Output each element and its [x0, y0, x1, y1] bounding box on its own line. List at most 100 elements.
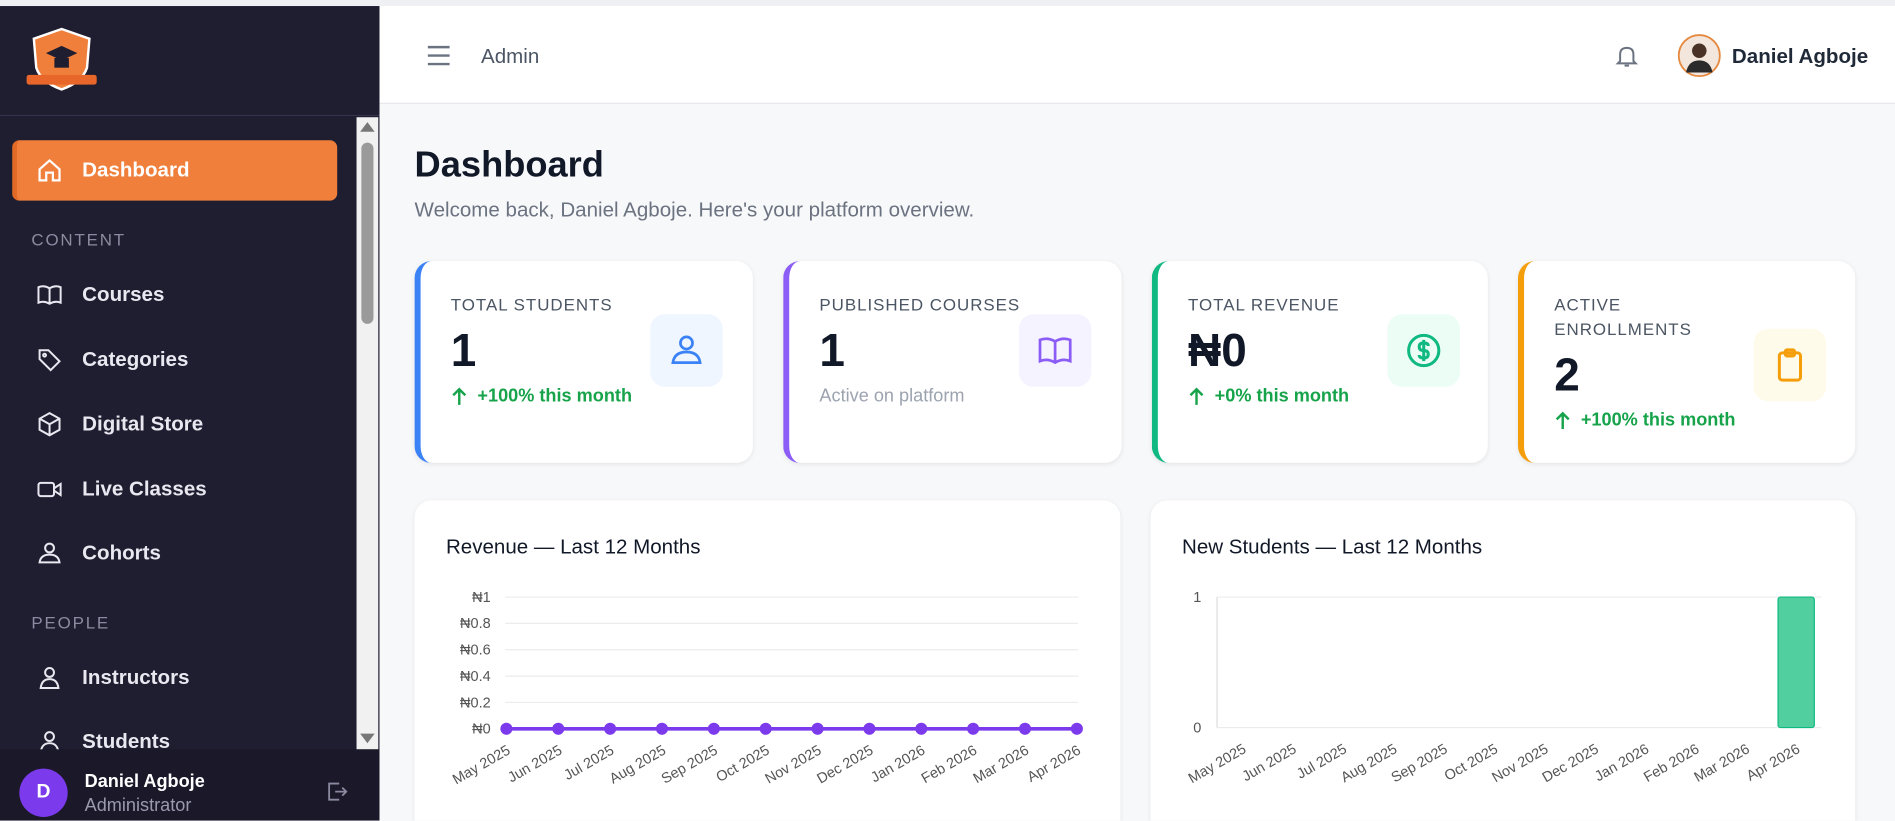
nav-item[interactable]: Courses — [12, 265, 337, 325]
y-tick-label: ₦0.2 — [460, 695, 491, 711]
x-tick-label: Aug 2025 — [607, 743, 669, 788]
stat-card: ACTIVE ENROLLMENTS 2 +100% this month — [1518, 261, 1856, 463]
x-tick-label: Jan 2026 — [868, 743, 928, 787]
nav-item[interactable]: Instructors — [12, 648, 337, 708]
x-tick-label: Nov 2025 — [763, 743, 825, 788]
stat-value: ₦0 — [1188, 326, 1247, 378]
x-tick-label: Sep 2025 — [659, 743, 721, 788]
nav-label: Students — [82, 729, 171, 753]
x-tick-label: Dec 2025 — [814, 743, 876, 788]
stat-note: +100% this month — [1554, 409, 1736, 431]
chart-panel — [414, 500, 1121, 821]
scroll-down[interactable] — [359, 732, 376, 744]
stat-label: TOTAL STUDENTS — [450, 294, 613, 315]
scroll-thumb[interactable] — [361, 142, 374, 324]
y-tick-label: ₦0.8 — [460, 616, 491, 632]
chart-panel — [1150, 500, 1856, 821]
x-tick-label: Jun 2025 — [1240, 741, 1300, 785]
point — [1070, 722, 1083, 735]
stat-note-text: +100% this month — [1580, 409, 1736, 431]
header-avatar[interactable] — [1677, 34, 1722, 78]
stat-value: 1 — [819, 326, 845, 378]
scroll-up[interactable] — [359, 121, 376, 133]
nav-label: Instructors — [82, 665, 190, 689]
x-tick-label: Apr 2026 — [1744, 741, 1803, 784]
bar — [1777, 596, 1815, 729]
nav-label: Courses — [82, 282, 165, 306]
x-tick-label: Feb 2026 — [1641, 741, 1702, 785]
stat-label: PUBLISHED COURSES — [819, 294, 1021, 315]
nav-label: Cohorts — [82, 541, 161, 565]
x-tick-label: Nov 2025 — [1489, 741, 1551, 786]
point — [1018, 722, 1032, 735]
nav-item[interactable]: Digital Store — [12, 394, 337, 454]
nav-label: Digital Store — [82, 412, 204, 436]
stat-icon — [650, 314, 723, 387]
chart-title: New Students — Last 12 Months — [1182, 536, 1482, 559]
y-tick-label: ₦0.6 — [460, 643, 491, 659]
x-tick-label: Aug 2025 — [1338, 741, 1400, 786]
x-tick-label: Jun 2025 — [505, 743, 565, 787]
stat-value: 2 — [1554, 350, 1580, 402]
nav-label: Categories — [82, 348, 189, 372]
nav-label: Dashboard — [82, 158, 190, 182]
nav-item[interactable]: Students — [12, 712, 337, 772]
x-tick-label: Mar 2026 — [1692, 741, 1753, 785]
y-tick-label: ₦0.4 — [460, 669, 491, 685]
top-border — [0, 0, 1895, 7]
stat-card: PUBLISHED COURSES 1 Active on platform — [783, 261, 1122, 463]
header-section: Admin — [481, 44, 540, 68]
y-tick-label: 1 — [1193, 590, 1201, 606]
point — [915, 722, 928, 735]
x-tick-label: May 2025 — [450, 743, 513, 789]
stat-label: ACTIVE ENROLLMENTS — [1554, 294, 1692, 339]
stat-note-text: +0% this month — [1214, 385, 1350, 407]
y-tick-label: ₦0 — [472, 722, 491, 738]
point — [655, 722, 669, 735]
stat-icon — [1753, 328, 1827, 402]
stat-icon — [1387, 314, 1460, 387]
user-role: Administrator — [84, 795, 192, 816]
logout-button[interactable] — [325, 780, 349, 804]
divider — [0, 114, 380, 117]
nav-item[interactable]: Live Classes — [12, 459, 337, 519]
notifications-button[interactable] — [1613, 41, 1640, 70]
point — [759, 722, 772, 735]
point — [811, 722, 824, 735]
x-tick-label: Jan 2026 — [1592, 741, 1652, 785]
x-tick-label: Apr 2026 — [1025, 743, 1084, 786]
nav-item[interactable]: Cohorts — [12, 523, 337, 583]
page-title: Dashboard — [414, 145, 604, 185]
stat-card: TOTAL REVENUE ₦0 +0% this month — [1151, 261, 1488, 463]
nav-label: Live Classes — [82, 477, 207, 501]
y-tick-label: ₦1 — [472, 590, 491, 606]
point — [967, 722, 980, 735]
stat-note-text: +100% this month — [477, 385, 633, 407]
x-tick-label: Sep 2025 — [1389, 741, 1451, 786]
point — [707, 722, 720, 735]
nav-item[interactable]: Categories — [12, 330, 337, 390]
header-user[interactable]: Daniel Agboje — [1731, 44, 1869, 68]
page-subtitle: Welcome back, Daniel Agboje. Here's your… — [414, 198, 975, 222]
point — [604, 722, 617, 735]
x-tick-label: Mar 2026 — [971, 743, 1032, 787]
stat-label: TOTAL REVENUE — [1188, 294, 1340, 315]
nav-item[interactable]: Dashboard — [12, 140, 338, 201]
user-name: Daniel Agboje — [84, 771, 205, 792]
logo[interactable] — [24, 27, 99, 92]
nav-heading: PEOPLE — [31, 612, 111, 633]
menu-button[interactable] — [425, 44, 452, 68]
stat-note: +100% this month — [451, 385, 633, 407]
user-avatar: D — [19, 768, 68, 818]
stat-card: TOTAL STUDENTS 1 +100% this month — [414, 261, 753, 463]
chart-title: Revenue — Last 12 Months — [446, 536, 701, 559]
stat-value: 1 — [450, 326, 477, 378]
stat-note: Active on platform — [819, 385, 965, 407]
nav-heading: CONTENT — [31, 229, 126, 249]
x-tick-label: May 2025 — [1186, 741, 1249, 787]
stat-icon — [1018, 314, 1092, 387]
x-tick-label: Oct 2025 — [714, 743, 773, 786]
